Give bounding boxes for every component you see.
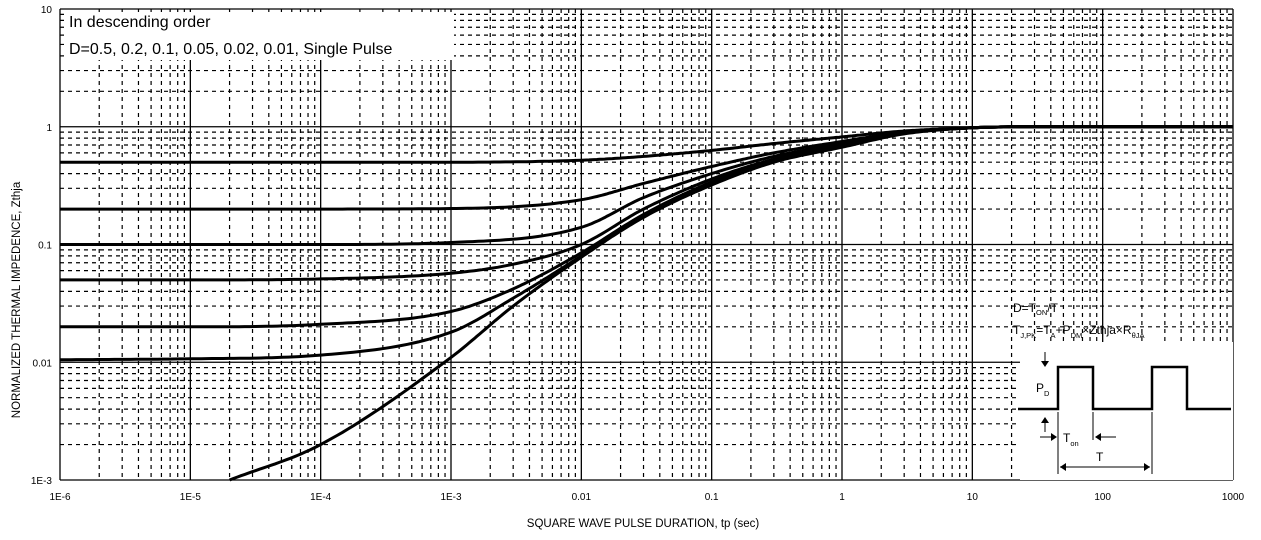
formula-t-sub: J,PK <box>1020 331 1036 340</box>
formula-t: T <box>1013 323 1021 337</box>
x-tick-label: 1E-6 <box>49 492 71 503</box>
curve-series <box>60 125 1233 282</box>
y-tick-label: 1E-3 <box>31 476 53 487</box>
period-arrowhead-left <box>1060 463 1066 471</box>
y-tick-label: 10 <box>41 5 53 16</box>
formula-d-tail: /T <box>1047 301 1058 315</box>
pd-label: PD <box>1036 381 1050 398</box>
ton-main: T <box>1063 431 1071 445</box>
pulse-waveform <box>1018 365 1231 411</box>
pd-arrowhead-bottom <box>1041 417 1049 423</box>
x-tick-label: 1E-3 <box>440 492 462 503</box>
period-arrowhead-right <box>1144 463 1150 471</box>
ton-arrowhead-left <box>1051 433 1057 441</box>
x-tick-label: 1000 <box>1222 492 1245 503</box>
inset-background <box>1020 342 1233 480</box>
pd-sub: D <box>1044 389 1050 398</box>
inset-formula-d: D=TON/T <box>1013 301 1059 317</box>
annotation-line-1: In descending order <box>69 14 211 31</box>
ton-label: Ton <box>1063 431 1079 448</box>
annotation-background <box>66 12 454 60</box>
duty-cycle-inset: D=TON/T TJ,PK=TA+PDM×Zthja×RθJA PD Ton T <box>1013 301 1233 480</box>
y-tick-label: 1 <box>46 123 52 134</box>
period-label: T <box>1096 450 1104 464</box>
x-axis-label: SQUARE WAVE PULSE DURATION, tp (sec) <box>527 518 760 530</box>
grid <box>59 8 1234 481</box>
x-tick-label: 1E-4 <box>310 492 332 503</box>
pd-arrowhead-top <box>1041 361 1049 367</box>
formula-eq-a-sub: A <box>1051 331 1056 340</box>
y-tick-label: 0.01 <box>33 358 53 369</box>
formula-d-sub: ON <box>1036 308 1047 317</box>
y-tick-label: 0.1 <box>38 241 52 252</box>
formula-eq-p: +P <box>1056 323 1071 337</box>
ton-arrowhead-right <box>1095 433 1101 441</box>
inset-formula-tj: TJ,PK=TA+PDM×Zthja×RθJA <box>1013 323 1145 340</box>
ton-sub: on <box>1070 439 1078 448</box>
annotation-line-2: D=0.5, 0.2, 0.1, 0.05, 0.02, 0.01, Singl… <box>69 41 392 58</box>
x-tick-label: 0.01 <box>572 492 592 503</box>
x-tick-label: 1 <box>839 492 845 503</box>
formula-d-text: D=T <box>1013 301 1037 315</box>
x-tick-label: 10 <box>967 492 979 503</box>
curve-series <box>229 125 1233 482</box>
x-tick-label: 0.1 <box>705 492 719 503</box>
pd-main: P <box>1036 381 1044 395</box>
formula-eq-p-sub: DM <box>1071 331 1083 340</box>
tick-labels: 1E-6 1E-5 1E-4 1E-3 0.01 0.1 1 10 100 1000 1E-3 0.0… <box>31 5 1245 503</box>
formula-eq-r-sub: θJA <box>1132 331 1145 340</box>
curves <box>59 125 1233 482</box>
x-tick-label: 1E-5 <box>180 492 202 503</box>
y-axis-label: NORMALIZED THERMAL IMPEDENCE, Zthja <box>11 181 23 418</box>
x-tick-label: 100 <box>1094 492 1111 503</box>
formula-eq-tail: ×Zthja×R <box>1082 323 1132 337</box>
formula-eq-a: =T <box>1036 323 1051 337</box>
